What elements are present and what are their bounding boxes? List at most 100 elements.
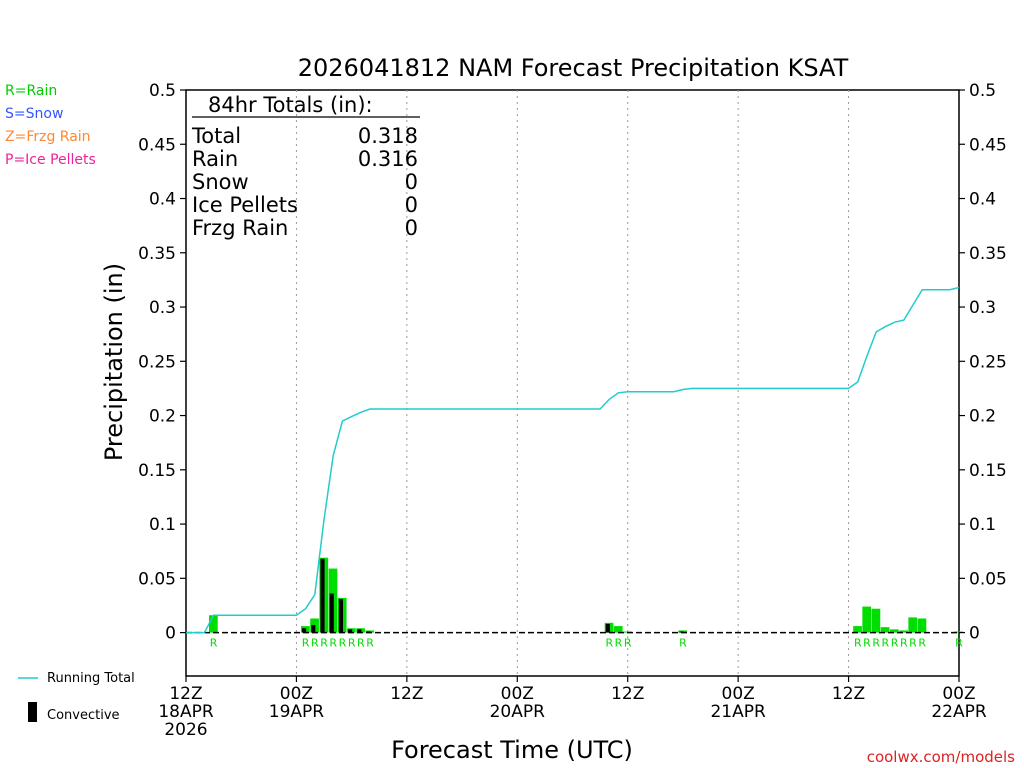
precip-type-label: R [605,637,613,650]
precip-bar [954,631,964,633]
precip-bar [908,617,918,633]
y-tick-label-right: 0.45 [969,135,1007,155]
totals-snow-value: 0 [405,170,418,194]
totals-box: 84hr Totals (in): Total 0.318 Rain 0.316… [191,93,420,240]
y-tick-label-left: 0.15 [138,461,176,481]
precip-type-label: R [210,637,218,650]
convective-bar [302,628,307,633]
precip-bars [209,557,964,633]
x-tick-label: 22APR [931,702,987,722]
convective-legend-label: Convective [47,708,120,723]
convective-swatch [28,702,37,722]
precip-type-label: R [955,637,963,650]
totals-total-value: 0.318 [358,124,418,148]
precip-type-label: R [339,637,347,650]
grid-lines [295,90,850,676]
precip-type-label: R [900,637,908,650]
convective-bar [311,624,316,633]
precip-bar [899,630,908,633]
series-legend: Running Total Convective [18,671,135,723]
precip-type-label: R [357,637,365,650]
x-tick-label: 20APR [490,702,546,722]
precip-bar [880,627,890,633]
chart-title: 2026041812 NAM Forecast Precipitation KS… [298,54,849,82]
y-tick-label-left: 0.35 [138,244,176,264]
y-axis-left: 0 0.05 0.1 0.15 0.2 0.25 0.3 0.35 0.4 0.45 0.5 [138,81,186,644]
precip-bar [853,626,862,633]
x-tick-label: 12Z [390,684,423,704]
convective-bar [357,629,362,633]
watermark: coolwx.com/models [867,748,1015,766]
totals-ice-pellets-value: 0 [405,193,418,217]
x-tick-label: 00Z [942,684,975,704]
y-axis-right: 0 0.05 0.1 0.15 0.2 0.25 0.3 0.35 0.4 0.45 0.5 [959,81,1007,644]
y-tick-label-left: 0.2 [149,407,176,427]
legend-ice-pellets: P=Ice Pellets [5,152,96,168]
x-tick-label: 00Z [722,684,755,704]
totals-snow-label: Snow [192,170,249,194]
x-tick-label: 00Z [501,684,534,704]
convective-bar [329,593,334,633]
totals-rain-value: 0.316 [358,147,418,171]
precip-type-label: R [891,637,899,650]
y-tick-label-right: 0.1 [969,515,996,535]
precip-type-label: R [615,637,623,650]
precip-type-label: R [679,637,687,650]
precip-type-legend: R=Rain S=Snow Z=Frzg Rain P=Ice Pellets [5,83,96,168]
precip-type-label: R [348,637,356,650]
plot-frame [185,89,960,677]
precip-type-label: R [366,637,374,650]
y-tick-label-left: 0.3 [149,298,176,318]
precip-bar [871,608,881,633]
y-tick-label-left: 0.05 [138,569,176,589]
precip-type-label: R [854,637,862,650]
precip-bar [613,626,623,633]
precip-type-label: R [872,637,880,650]
y-tick-label-left: 0 [165,624,176,644]
legend-snow: S=Snow [5,106,63,122]
precip-type-label: R [311,637,319,650]
y-tick-label-right: 0 [969,624,980,644]
convective-bar [348,629,353,633]
precip-bar [917,618,927,633]
x-tick-label: 21APR [710,702,766,722]
precip-type-label: R [302,637,310,650]
y-tick-label-right: 0.05 [969,569,1007,589]
x-tick-label: 12Z [169,684,202,704]
precip-type-label: R [329,637,337,650]
x-tick-label: 18APR [158,702,214,722]
convective-bar [605,623,610,633]
precip-bar [862,606,872,633]
y-tick-label-right: 0.2 [969,407,996,427]
y-tick-label-left: 0.4 [149,190,176,210]
legend-freezing-rain: Z=Frzg Rain [5,129,91,145]
totals-frzg-rain-label: Frzg Rain [192,216,288,240]
convective-bar [320,558,325,633]
y-tick-label-right: 0.4 [969,190,996,210]
x-tick-label: 12Z [611,684,644,704]
x-axis-title: Forecast Time (UTC) [391,736,633,764]
y-tick-label-right: 0.25 [969,352,1007,372]
y-tick-label-right: 0.15 [969,461,1007,481]
precip-type-label: R [918,637,926,650]
totals-total-label: Total [191,124,241,148]
convective-bar [338,598,343,633]
y-tick-label-right: 0.5 [969,81,996,101]
y-tick-label-left: 0.25 [138,352,176,372]
y-tick-label-left: 0.45 [138,135,176,155]
x-tick-label: 00Z [280,684,313,704]
totals-rain-label: Rain [192,147,238,171]
precip-type-label: R [909,637,917,650]
running-total-legend-label: Running Total [47,671,135,686]
legend-rain: R=Rain [5,83,57,99]
precip-type-label: R [882,637,890,650]
totals-ice-pellets-label: Ice Pellets [192,193,298,217]
y-tick-label-right: 0.35 [969,244,1007,264]
precip-type-label: R [624,637,632,650]
y-tick-label-left: 0.1 [149,515,176,535]
x-tick-label: 12Z [832,684,865,704]
y-axis-title: Precipitation (in) [100,263,128,461]
